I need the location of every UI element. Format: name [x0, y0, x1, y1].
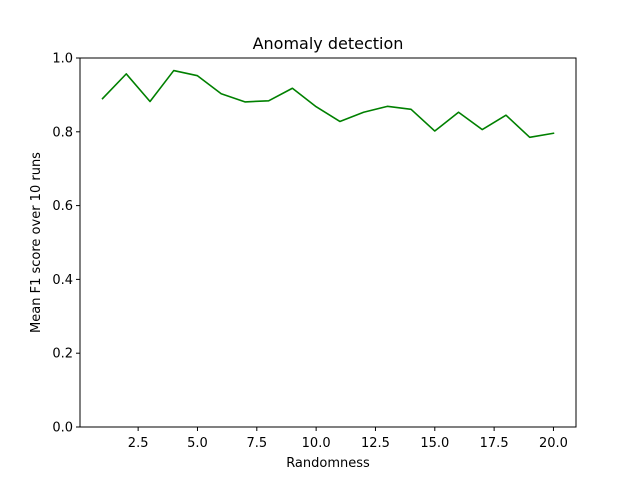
chart-title: Anomaly detection	[253, 34, 404, 53]
y-tick-label: 0.8	[52, 125, 73, 140]
x-tick-label: 2.5	[128, 436, 149, 451]
y-tick-label: 0.0	[52, 421, 73, 436]
y-tick-label: 0.2	[52, 347, 73, 362]
y-tick-label: 1.0	[52, 52, 73, 67]
x-tick-label: 12.5	[361, 436, 390, 451]
y-tick-label: 0.6	[52, 199, 73, 214]
x-tick-label: 5.0	[187, 436, 208, 451]
x-axis-label: Randomness	[286, 456, 370, 471]
x-tick-label: 17.5	[480, 436, 509, 451]
y-tick-label: 0.4	[52, 273, 73, 288]
x-tick-label: 20.0	[539, 436, 568, 451]
x-tick-label: 15.0	[420, 436, 449, 451]
y-axis-label: Mean F1 score over 10 runs	[29, 152, 44, 333]
x-tick-label: 10.0	[302, 436, 331, 451]
x-tick-label: 7.5	[246, 436, 267, 451]
